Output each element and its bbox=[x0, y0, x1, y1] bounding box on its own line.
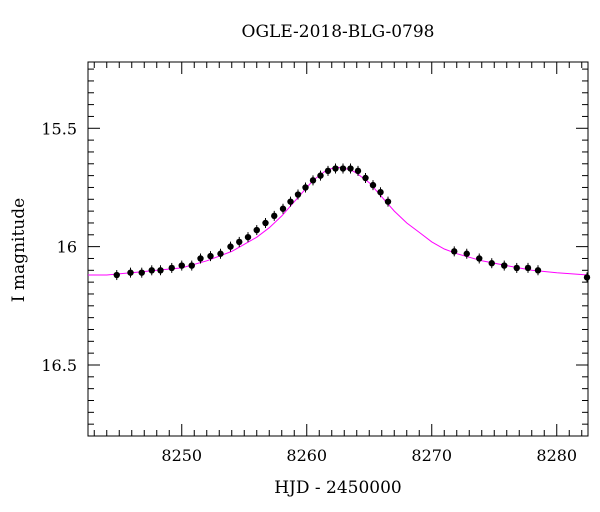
data-point bbox=[271, 212, 278, 220]
data-point bbox=[138, 269, 145, 276]
data-point bbox=[476, 255, 483, 262]
data-point bbox=[384, 198, 392, 205]
data-point bbox=[317, 172, 324, 179]
data-point bbox=[302, 184, 309, 191]
chart-title: OGLE-2018-BLG-0798 bbox=[241, 22, 435, 42]
data-point bbox=[377, 188, 384, 196]
data-point bbox=[513, 264, 520, 272]
data-point bbox=[524, 264, 532, 272]
data-point bbox=[217, 250, 224, 257]
y-tick-label: 16 bbox=[57, 238, 77, 257]
data-point bbox=[236, 238, 243, 246]
data-point bbox=[244, 233, 252, 241]
y-tick-label: 16.5 bbox=[41, 356, 77, 375]
data-point bbox=[253, 226, 260, 234]
data-point bbox=[294, 191, 302, 198]
data-point bbox=[534, 267, 542, 274]
data-point bbox=[207, 252, 214, 260]
x-tick-label: 8270 bbox=[411, 446, 452, 465]
y-tick-label: 15.5 bbox=[41, 119, 77, 138]
data-point bbox=[347, 165, 354, 172]
data-point bbox=[583, 274, 591, 281]
x-tick-label: 8250 bbox=[161, 446, 202, 465]
x-tick-label: 8260 bbox=[286, 446, 327, 465]
data-point bbox=[168, 264, 175, 272]
data-point bbox=[157, 267, 164, 274]
data-point bbox=[488, 260, 495, 267]
data-point bbox=[148, 267, 155, 274]
data-point bbox=[287, 198, 294, 205]
data-point bbox=[279, 205, 287, 212]
data-point bbox=[463, 250, 470, 257]
data-point bbox=[178, 262, 185, 269]
data-point bbox=[339, 165, 347, 172]
data-point bbox=[188, 262, 195, 269]
plot-frame bbox=[87, 61, 589, 437]
data-point bbox=[262, 219, 269, 227]
data-point bbox=[362, 174, 369, 182]
data-point bbox=[324, 167, 332, 175]
x-tick-label: 8280 bbox=[536, 446, 577, 465]
data-point bbox=[332, 165, 339, 172]
data-point bbox=[451, 248, 458, 255]
data-point bbox=[369, 181, 377, 189]
data-point bbox=[309, 177, 317, 184]
data-point bbox=[501, 262, 508, 269]
data-point bbox=[354, 167, 362, 175]
x-axis-label: HJD - 2450000 bbox=[274, 478, 402, 498]
data-point bbox=[197, 255, 204, 262]
data-point bbox=[113, 271, 120, 279]
data-point bbox=[127, 269, 134, 276]
model-curve bbox=[88, 166, 589, 276]
data-point bbox=[227, 243, 234, 250]
